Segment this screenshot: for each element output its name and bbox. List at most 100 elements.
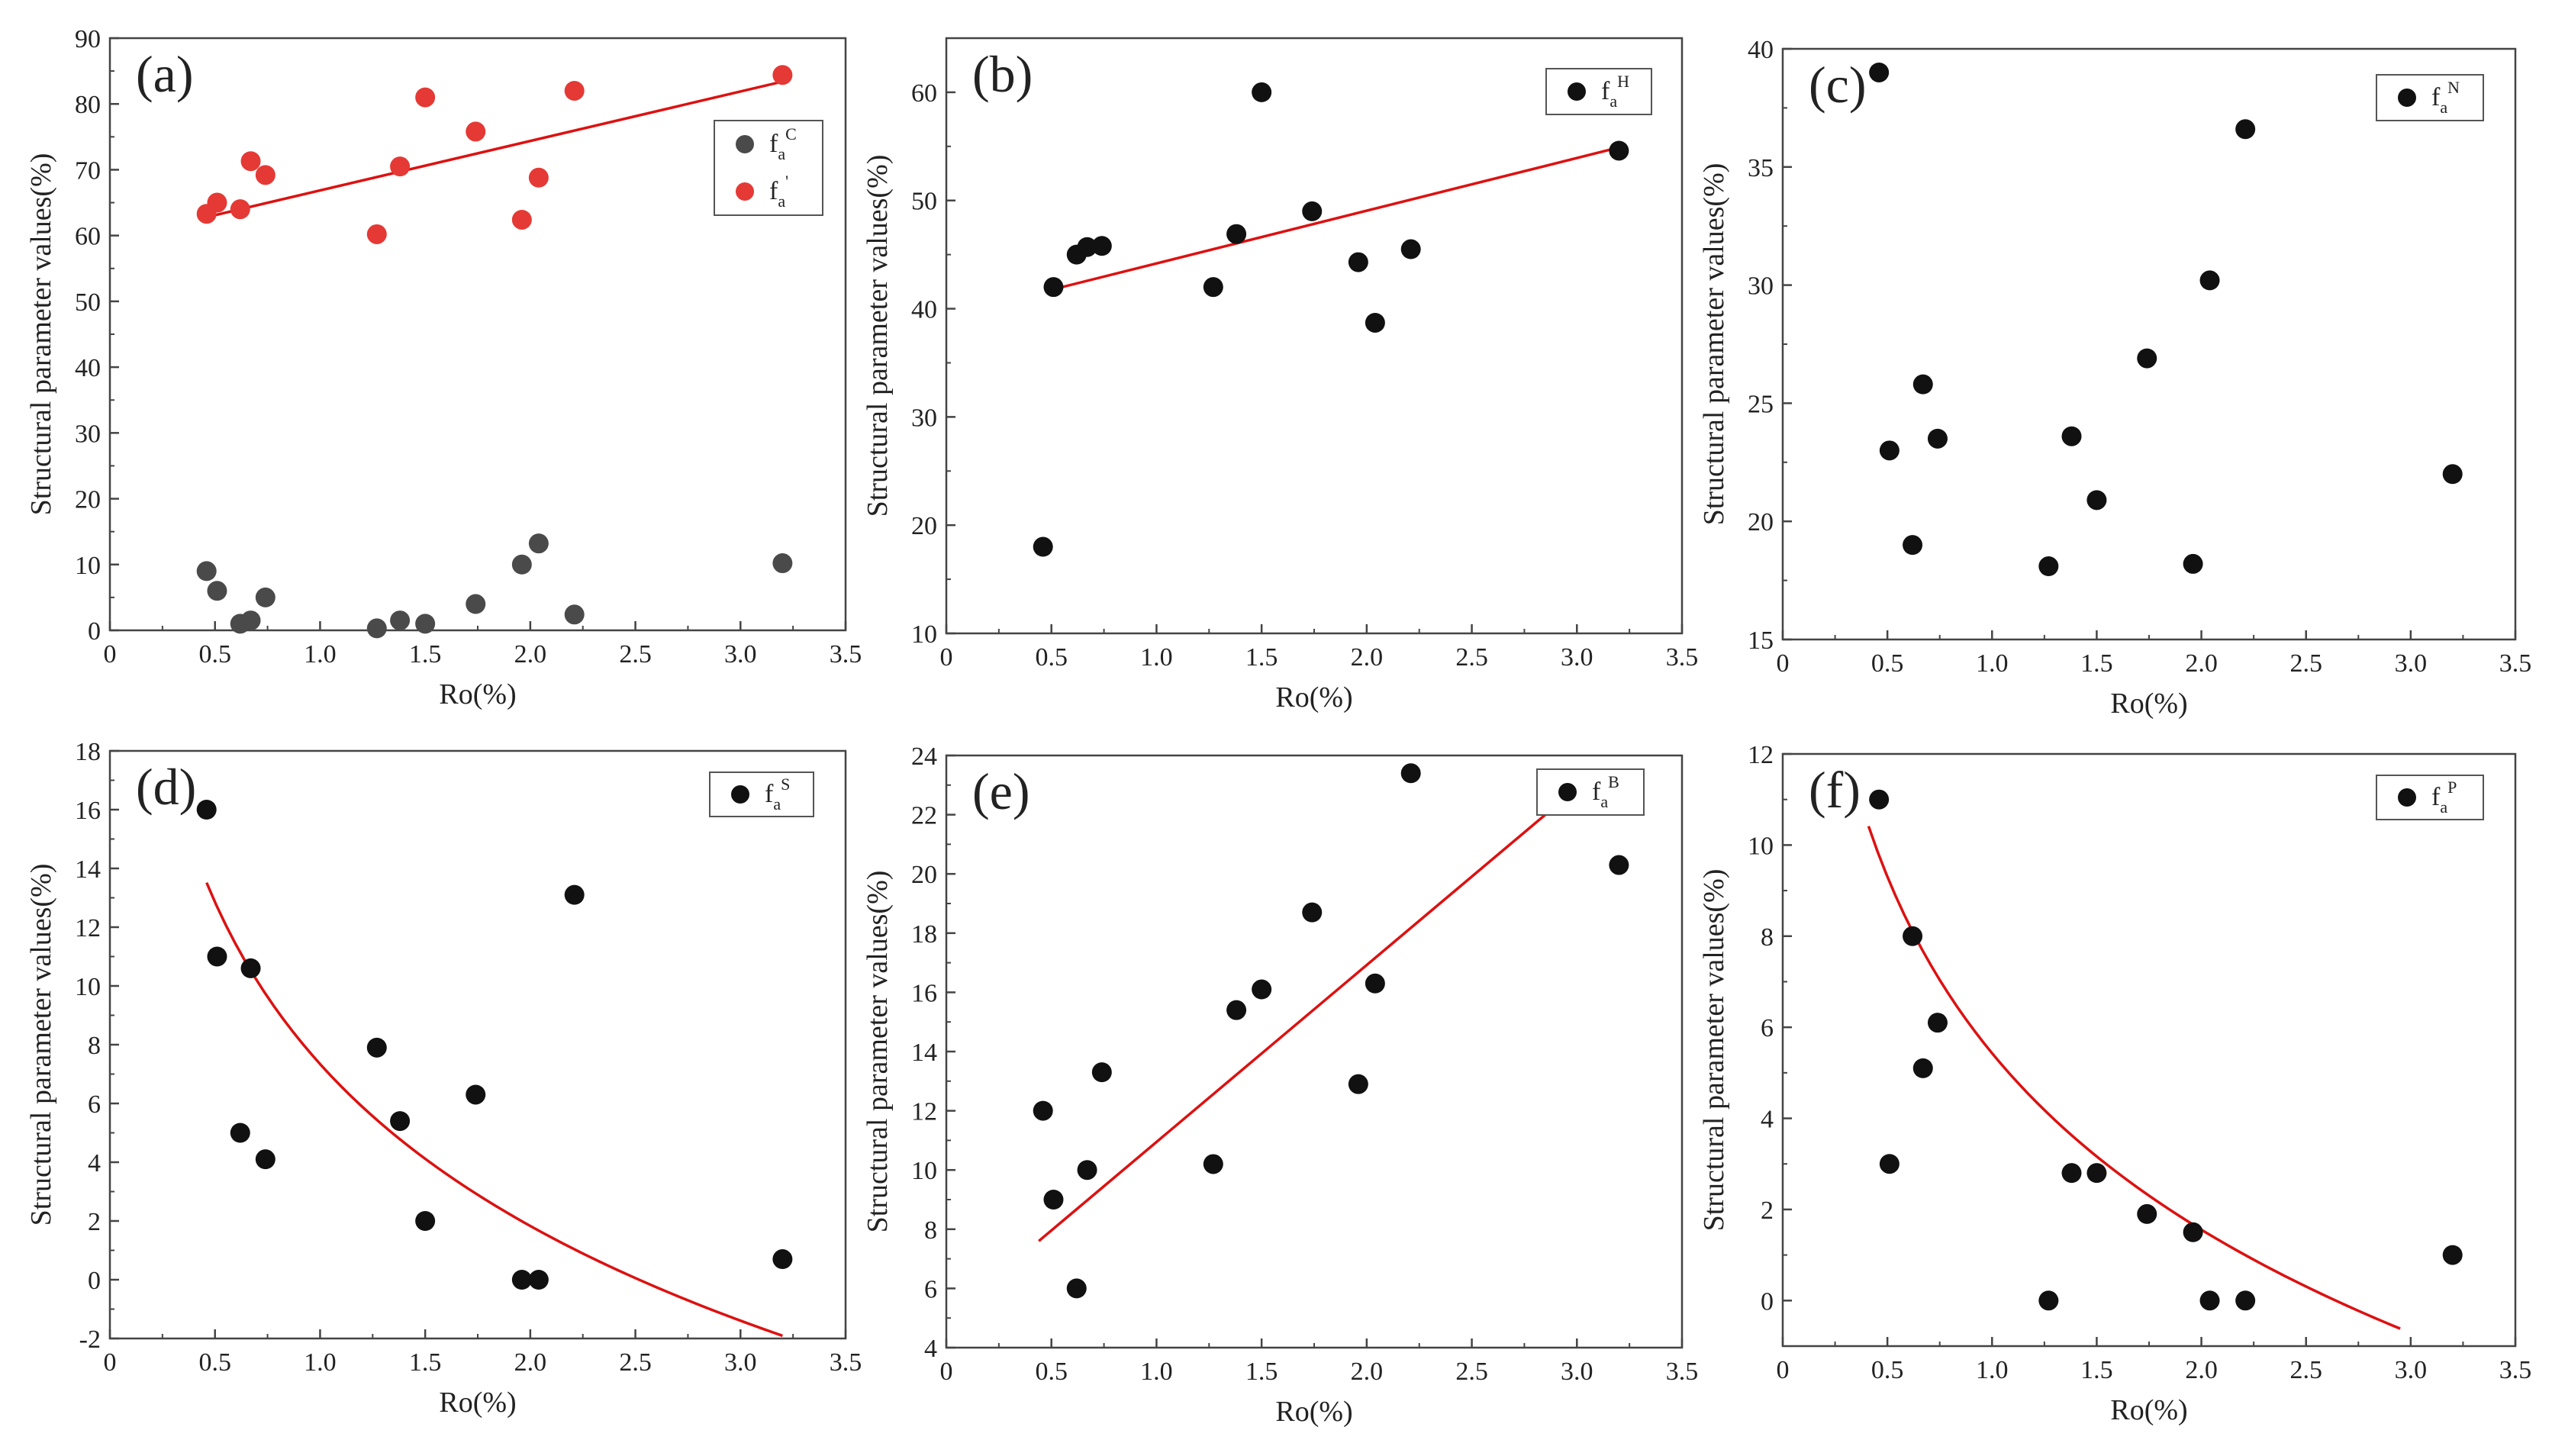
data-point: [415, 87, 436, 108]
data-point: [196, 800, 217, 820]
plot-frame: [1781, 752, 2517, 1348]
x-tick-label: 0: [1777, 1356, 1790, 1384]
plot-frame: [945, 754, 1684, 1349]
legend-base: f: [769, 177, 778, 205]
y-tick-label: 50: [911, 188, 937, 216]
x-tick-label: 1.0: [1976, 649, 2009, 678]
legend-marker: [736, 135, 754, 153]
y-tick-label: -2: [79, 1326, 101, 1354]
data-point: [240, 151, 261, 172]
legend: faN: [2376, 74, 2484, 121]
x-tick-label: 0: [104, 1348, 117, 1377]
x-tick-label: 0: [940, 1358, 953, 1386]
y-tick-label: 20: [75, 486, 101, 514]
x-tick-label: 1.0: [304, 640, 337, 668]
data-point: [255, 165, 276, 185]
y-tick-label: 12: [75, 914, 101, 942]
data-point: [564, 80, 585, 101]
y-tick-label: 10: [911, 1157, 937, 1185]
data-point: [2235, 1290, 2256, 1311]
data-point: [1927, 1013, 1948, 1033]
y-axis-title: Structural parameter values(%): [1698, 869, 1730, 1232]
chart-panel-e: 0 0.5 1.0 1.5 2.0 2.5 3.0 3.5 4 6 8 10 12 14 16 18 20 22 2…: [862, 742, 1698, 1428]
legend-label: faH: [1601, 72, 1629, 111]
x-tick-label: 3.0: [1561, 643, 1593, 672]
data-point: [2086, 490, 2107, 511]
data-point: [511, 1270, 532, 1290]
x-tick-label: 1.0: [304, 1348, 337, 1377]
x-tick-label: 3.0: [724, 640, 757, 668]
legend-box: [2376, 74, 2484, 121]
plot-frame: [108, 749, 847, 1340]
y-tick-label: 8: [88, 1032, 101, 1060]
data-point: [511, 209, 532, 230]
y-tick-label: 10: [1748, 832, 1774, 860]
data-point: [1348, 1074, 1368, 1094]
x-tick-label: 2.0: [514, 640, 547, 668]
data-point: [1302, 902, 1323, 923]
fit-line: [1867, 826, 2401, 1330]
x-tick-label: 3.5: [1666, 1358, 1699, 1386]
legend: faS: [709, 771, 814, 817]
y-tick-label: 12: [911, 1098, 937, 1126]
data-point: [1912, 374, 1933, 395]
x-axis-title: Ro(%): [439, 1387, 516, 1419]
y-tick-label: 80: [75, 91, 101, 119]
data-point: [390, 610, 411, 631]
data-point: [772, 65, 793, 85]
data-point: [2199, 1290, 2220, 1311]
data-point: [1066, 1278, 1087, 1299]
data-point: [366, 1037, 387, 1058]
data-point: [1226, 224, 1247, 244]
x-axis-title: Ro(%): [1275, 681, 1352, 714]
data-point: [1365, 973, 1385, 994]
legend: faP: [2376, 775, 2484, 820]
x-tick-label: 2.0: [1351, 1358, 1384, 1386]
y-tick-label: 20: [1748, 508, 1774, 536]
legend-marker: [731, 785, 749, 804]
y-tick-label: 40: [911, 296, 937, 324]
y-tick-label: 40: [75, 354, 101, 382]
data-point: [1043, 277, 1064, 298]
legend-sup: S: [781, 775, 790, 794]
plot-frame: [1781, 47, 2517, 641]
x-tick-label: 1.5: [409, 640, 442, 668]
y-axis-title: Structural parameter values(%): [25, 153, 57, 516]
legend-base: f: [765, 780, 774, 808]
data-point: [2038, 556, 2059, 577]
x-tick-label: 0.5: [1871, 649, 1904, 678]
data-point: [1869, 789, 1890, 810]
legend-marker: [2398, 89, 2416, 107]
data-point: [564, 884, 585, 905]
y-tick-label: 8: [924, 1216, 937, 1245]
data-point: [240, 958, 261, 978]
legend-sub: a: [1600, 792, 1608, 811]
y-tick-label: 35: [1748, 154, 1774, 182]
x-tick-label: 0.5: [1035, 643, 1068, 672]
data-point: [2199, 270, 2220, 291]
data-point: [772, 1249, 793, 1270]
x-tick-label: 2.5: [1455, 1358, 1488, 1386]
data-point: [1252, 82, 1272, 102]
data-point: [1879, 1154, 1900, 1174]
x-tick-label: 1.0: [1140, 643, 1173, 672]
data-point: [2137, 348, 2157, 369]
x-tick-label: 1.5: [2080, 649, 2113, 678]
data-point: [1091, 1062, 1112, 1083]
data-point: [2235, 119, 2256, 140]
legend-label: fa': [769, 172, 788, 211]
data-point: [1903, 535, 1923, 556]
y-tick-label: 60: [911, 79, 937, 108]
legend-box: [709, 771, 814, 817]
panel-letter: (a): [136, 45, 193, 103]
data-point: [2061, 426, 2082, 446]
legend-sup: ': [785, 172, 788, 191]
x-tick-label: 2.0: [1351, 643, 1384, 672]
x-tick-label: 3.0: [2395, 1356, 2428, 1384]
x-tick-label: 1.5: [2080, 1356, 2113, 1384]
legend-marker: [1558, 783, 1577, 801]
data-point: [255, 587, 276, 607]
data-point: [2442, 1245, 2463, 1265]
y-tick-label: 50: [75, 288, 101, 317]
data-point: [366, 618, 387, 639]
